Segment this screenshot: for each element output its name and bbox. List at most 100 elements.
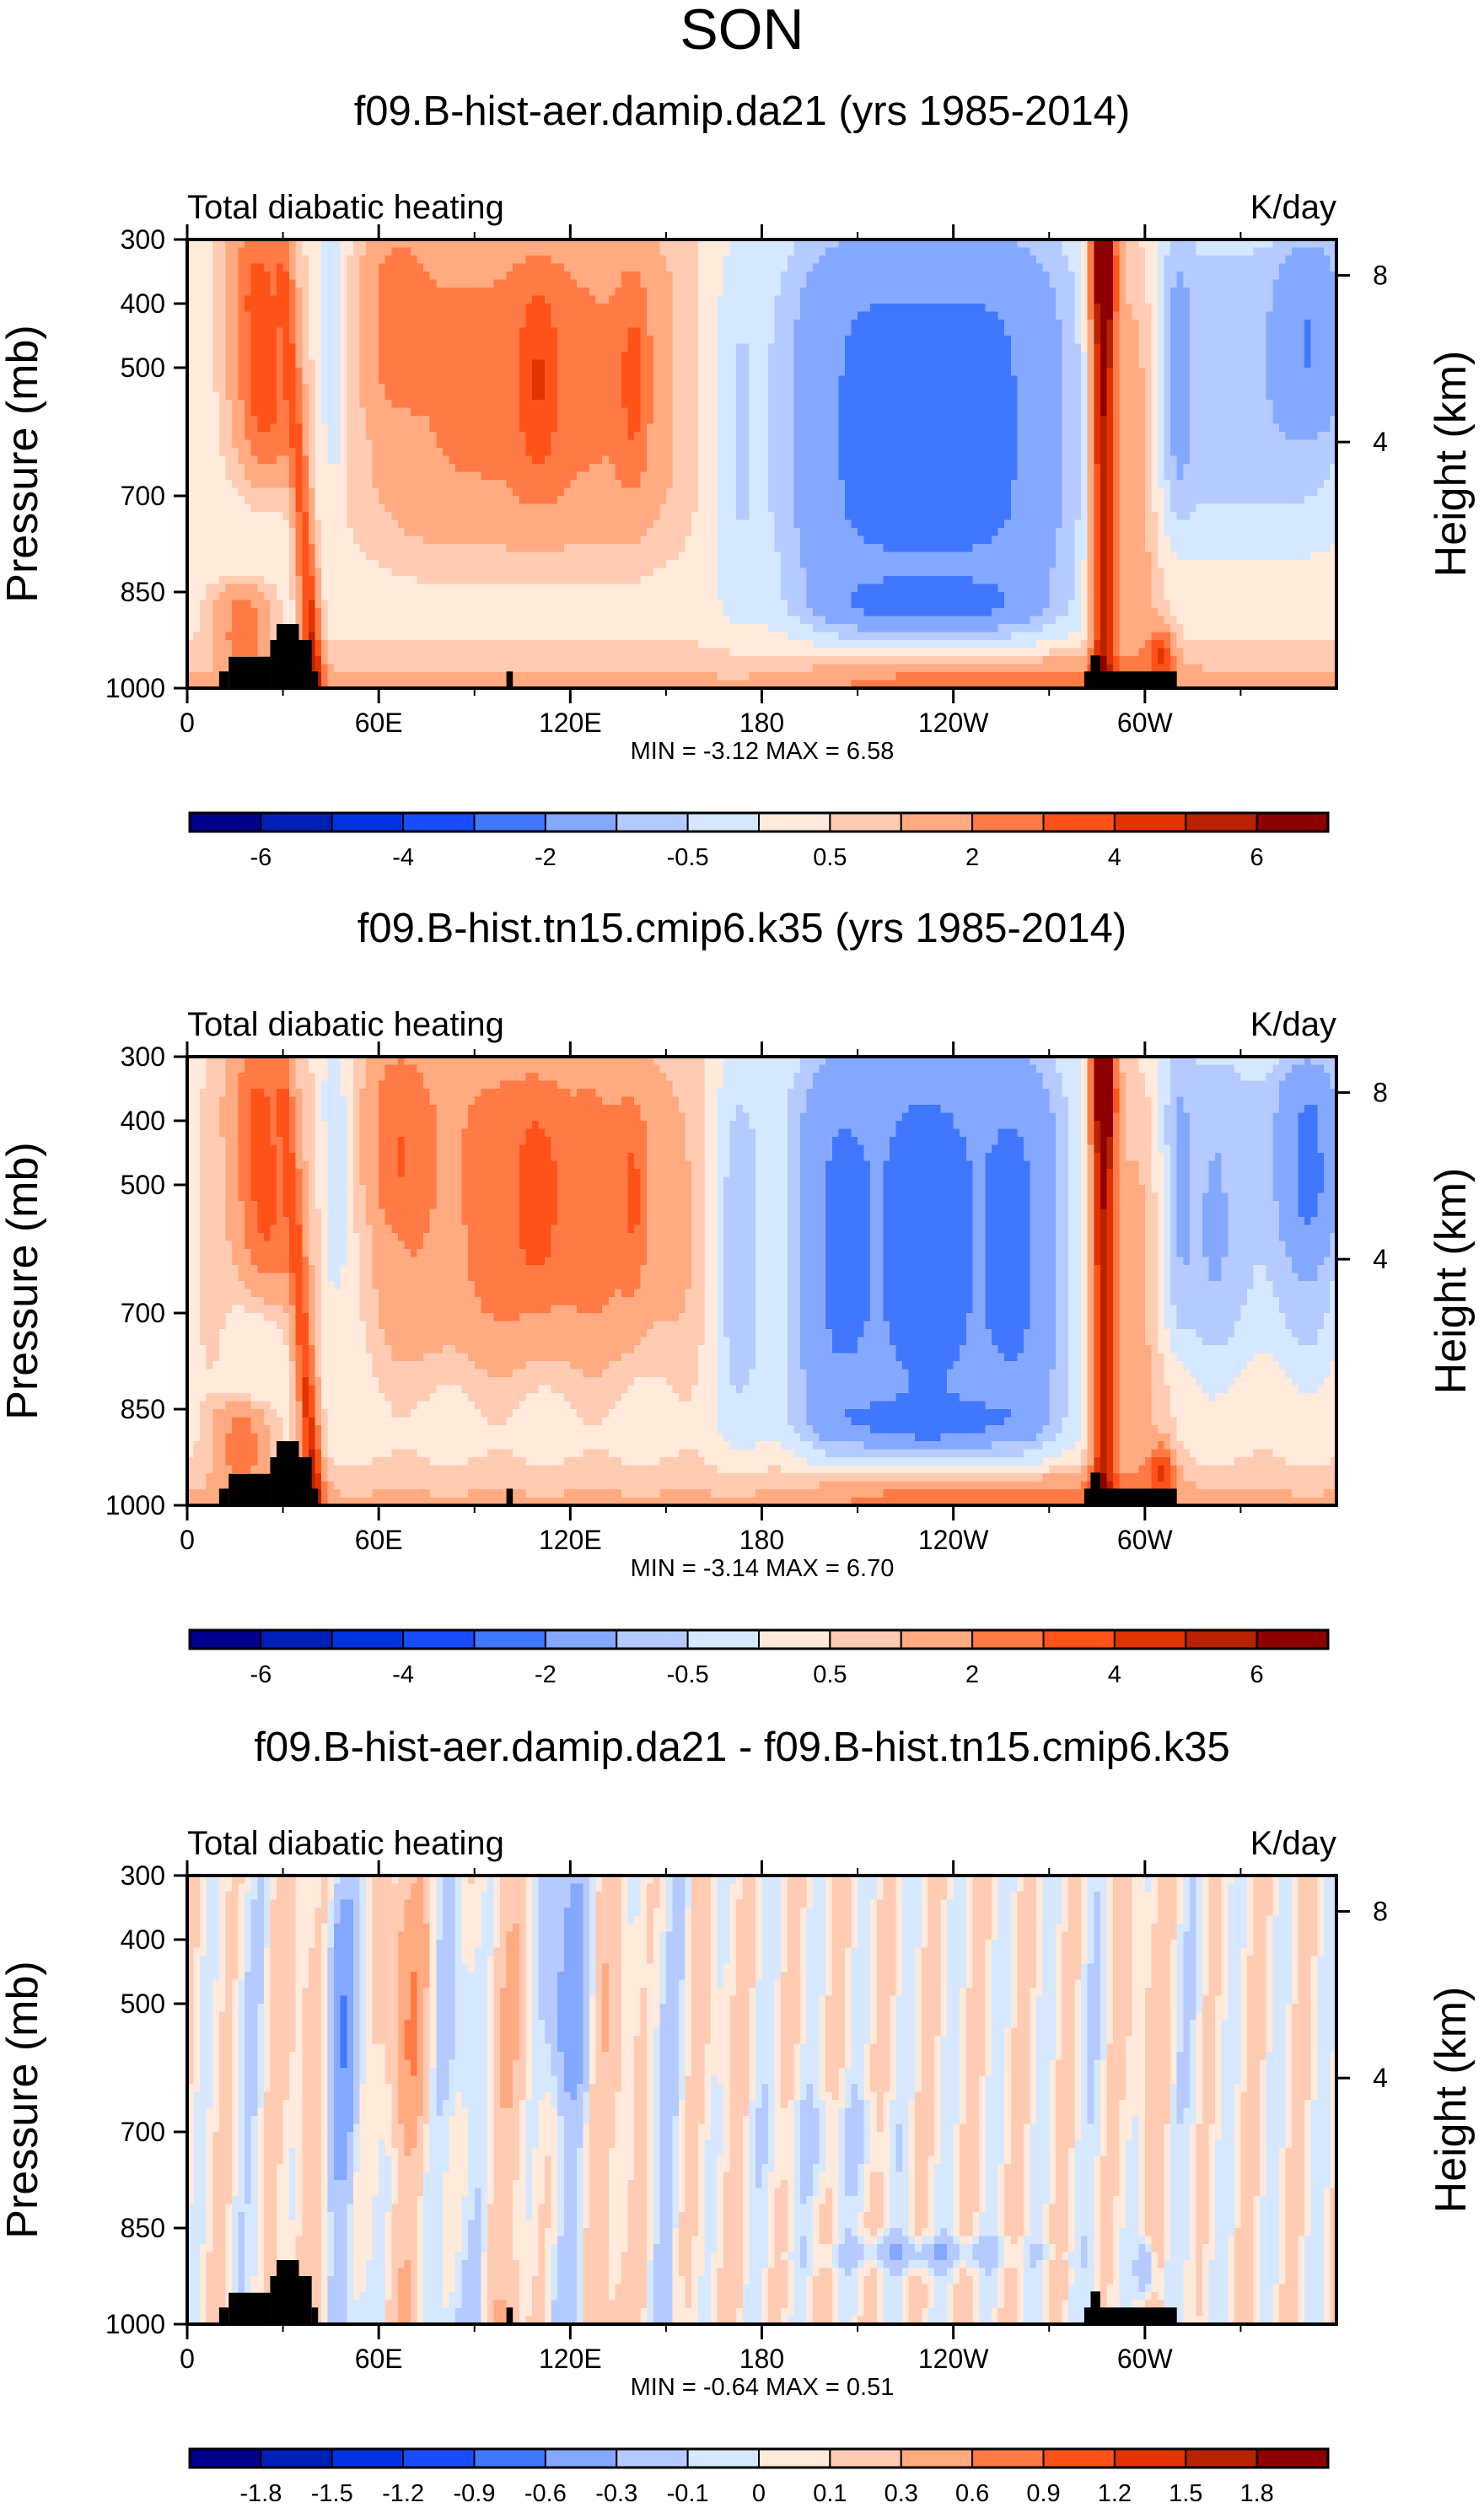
contour-cell [749, 480, 769, 489]
contour-cell [302, 1096, 315, 1106]
contour-cell [1266, 327, 1305, 336]
contour-cell [723, 1321, 756, 1330]
contour-cell [1081, 1876, 1089, 1885]
contour-cell [1170, 1144, 1178, 1154]
contour-cell [557, 1217, 629, 1226]
contour-cell [372, 448, 444, 457]
contour-cell [277, 1096, 290, 1106]
contour-cell [1100, 1473, 1107, 1483]
contour-cell [1298, 1899, 1318, 1908]
contour-cell [327, 1257, 347, 1266]
contour-cell [1170, 288, 1191, 297]
contour-cell [1081, 1321, 1089, 1330]
contour-cell [1113, 1144, 1121, 1154]
contour-cell [1100, 1425, 1107, 1434]
contour-cell [347, 1201, 354, 1210]
contour-cell [372, 1899, 406, 1908]
contour-cell [1106, 352, 1114, 361]
contour-cell [876, 1892, 884, 1901]
contour-cell [245, 1057, 290, 1066]
contour-cell [595, 1915, 622, 1924]
contour-cell [289, 1361, 297, 1370]
contour-cell [302, 1089, 315, 1098]
contour-cell [187, 1224, 201, 1234]
contour-cell [1176, 1892, 1184, 1901]
contour-cell [289, 1273, 297, 1282]
contour-cell [295, 1417, 303, 1426]
contour-cell [640, 1105, 680, 1114]
contour-cell [736, 439, 750, 449]
contour-cell [1074, 592, 1082, 601]
contour-cell [187, 1321, 201, 1330]
contour-cell [1087, 519, 1094, 529]
contour-cell [1158, 480, 1171, 489]
contour-cell [1094, 1321, 1101, 1330]
contour-cell [397, 1876, 418, 1885]
contour-cell [1119, 1433, 1171, 1442]
contour-cell [1087, 432, 1094, 441]
contour-cell [1087, 1089, 1094, 1098]
contour-cell [417, 256, 526, 265]
contour-cell [289, 1313, 297, 1322]
contour-cell [295, 1329, 309, 1338]
contour-cell [257, 1457, 271, 1467]
contour-cell [806, 272, 1050, 281]
contour-cell [1042, 1073, 1062, 1082]
contour-cell [883, 1892, 897, 1901]
contour-cell [315, 632, 322, 641]
contour-cell [985, 304, 1057, 313]
contour-cell [1272, 1112, 1299, 1122]
contour-cell [883, 1233, 973, 1242]
contour-cell [263, 1883, 272, 1892]
contour-cell [1100, 352, 1107, 361]
contour-cell [321, 1369, 374, 1378]
contour-cell [1298, 1121, 1318, 1130]
contour-cell [736, 384, 750, 393]
contour-cell [768, 471, 794, 481]
contour-cell [1189, 384, 1267, 393]
contour-cell [1144, 288, 1159, 297]
contour-cell [1253, 1449, 1273, 1458]
contour-cell [302, 624, 309, 633]
contour-cell [960, 1353, 1005, 1362]
contour-cell [704, 1329, 718, 1338]
contour-cell [474, 1281, 642, 1290]
contour-cell [1126, 1089, 1146, 1098]
contour-cell [1170, 416, 1191, 425]
contour-cell [1113, 487, 1121, 497]
contour-cell [308, 600, 316, 609]
contour-cell [1164, 1233, 1171, 1242]
contour-cell [736, 496, 750, 505]
contour-cell [627, 1876, 642, 1885]
contour-cell [551, 1137, 648, 1146]
contour-cell [1298, 1876, 1318, 1885]
contour-cell [308, 288, 322, 297]
contour-cell [844, 1409, 1012, 1418]
contour-cell [308, 272, 322, 281]
contour-cell [1062, 247, 1082, 256]
contour-cell [282, 1208, 297, 1218]
contour-cell [1094, 432, 1101, 441]
contour-cell [250, 439, 290, 449]
contour-cell [1176, 1313, 1241, 1322]
contour-cell [340, 368, 347, 377]
contour-cell [1094, 1305, 1101, 1314]
contour-cell [1170, 1449, 1178, 1458]
contour-cell [1094, 368, 1101, 377]
contour-cell [1106, 1224, 1114, 1234]
contour-cell [1094, 1137, 1101, 1146]
contour-cell [1010, 480, 1062, 489]
contour-cell [615, 464, 648, 473]
colorbar-swatch [189, 812, 262, 832]
contour-cell [347, 480, 374, 489]
contour-cell [212, 263, 226, 272]
x-tick-label: 0 [180, 1525, 195, 1555]
contour-cell [793, 247, 826, 256]
contour-cell [870, 1289, 884, 1298]
contour-cell [576, 1305, 603, 1314]
contour-cell [327, 672, 718, 681]
contour-cell [327, 680, 852, 689]
contour-cell [640, 1883, 648, 1892]
contour-cell [493, 1892, 501, 1901]
contour-cell [404, 1915, 424, 1924]
